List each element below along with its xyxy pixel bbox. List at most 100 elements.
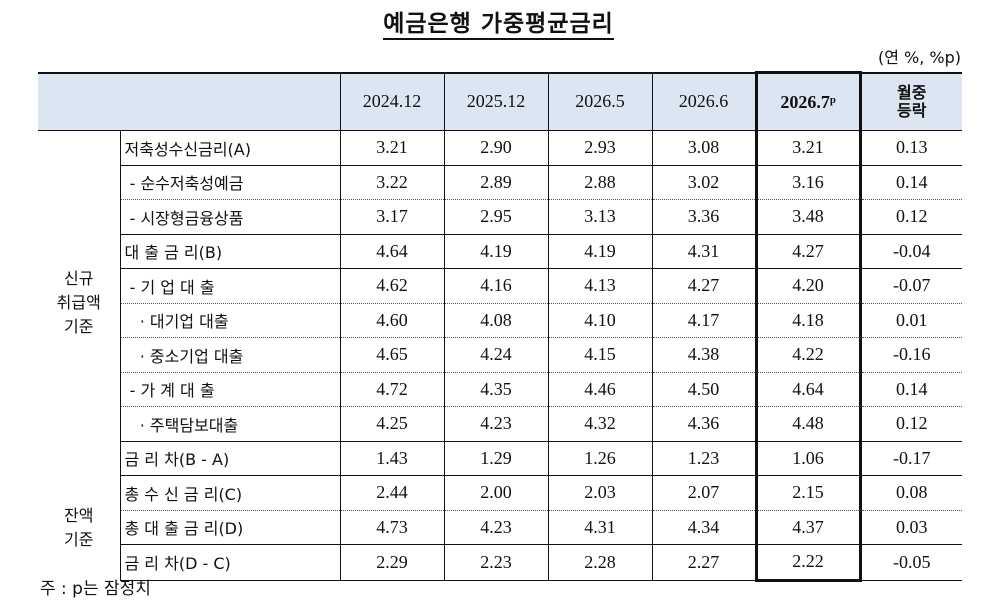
cell: 4.50 — [651, 372, 756, 407]
cell-current: 2.15 — [754, 475, 862, 511]
cell-change: 0.08 — [859, 475, 962, 511]
row-label: · 대기업 대출 — [120, 303, 340, 338]
cell: 1.29 — [443, 441, 548, 476]
row-label: 금 리 차(D - C) — [120, 544, 340, 581]
cell: 2.23 — [443, 544, 548, 581]
header-col: 2026.6 — [651, 71, 756, 131]
cell-current: 4.18 — [754, 303, 862, 338]
cell: 2.89 — [443, 165, 548, 200]
cell: 4.38 — [651, 337, 756, 373]
cell-change: -0.16 — [859, 337, 962, 373]
cell-current: 4.20 — [754, 268, 862, 304]
cell-change: 0.14 — [859, 165, 962, 200]
header-col-change: 월중 등락 — [859, 71, 962, 131]
cell-change: -0.07 — [859, 268, 962, 304]
header-change-line1: 월중 — [897, 82, 927, 102]
group-new-line3: 기준 — [64, 317, 94, 337]
group-balance-line1: 잔액 — [64, 505, 94, 525]
row-label: · 주택담보대출 — [120, 406, 340, 442]
row-label: - 가 계 대 출 — [120, 372, 340, 407]
table-row: - 가 계 대 출 4.72 4.35 4.46 4.50 4.64 0.14 — [38, 372, 962, 407]
cell-current: 3.21 — [754, 130, 862, 166]
cell: 4.23 — [443, 510, 548, 545]
cell: 3.22 — [339, 165, 444, 200]
table-row: · 중소기업 대출 4.65 4.24 4.15 4.38 4.22 -0.16 — [38, 337, 962, 373]
header-change-line2: 등락 — [897, 100, 927, 120]
cell: 4.62 — [339, 268, 444, 304]
group-new-line2: 취급액 — [56, 293, 101, 313]
cell-current: 4.22 — [754, 337, 862, 373]
table-row: - 순수저축성예금 3.22 2.89 2.88 3.02 3.16 0.14 — [38, 165, 962, 200]
cell: 2.29 — [339, 544, 444, 581]
cell: 4.17 — [651, 303, 756, 338]
cell: 4.31 — [547, 510, 652, 545]
cell: 4.46 — [547, 372, 652, 407]
cell: 4.60 — [339, 303, 444, 338]
cell: 2.27 — [651, 544, 756, 581]
cell: 4.19 — [547, 234, 652, 269]
cell: 2.44 — [339, 475, 444, 511]
footnote: 주 : p는 잠정치 — [40, 579, 151, 599]
header-col-current: 2026.7ᵖ — [754, 71, 862, 131]
table-row: - 기 업 대 출 4.62 4.16 4.13 4.27 4.20 -0.07 — [38, 268, 962, 304]
row-label: 총 수 신 금 리(C) — [120, 475, 340, 511]
cell: 3.17 — [339, 199, 444, 235]
row-label: 금 리 차(B - A) — [120, 441, 340, 476]
cell: 2.07 — [651, 475, 756, 511]
row-label: - 기 업 대 출 — [120, 268, 340, 304]
cell: 4.32 — [547, 406, 652, 442]
cell: 4.73 — [339, 510, 444, 545]
group-label-new: 신규 취급액 기준 — [38, 130, 121, 476]
document-title-text: 예금은행 가중평균금리 — [383, 11, 614, 40]
table-row: 신규 취급액 기준 저축성수신금리(A) 3.21 2.90 2.93 3.08… — [38, 130, 962, 476]
cell: 4.24 — [443, 337, 548, 373]
cell: 3.02 — [651, 165, 756, 200]
table-row: · 주택담보대출 4.25 4.23 4.32 4.36 4.48 0.12 — [38, 406, 962, 442]
cell: 4.15 — [547, 337, 652, 373]
cell: 1.23 — [651, 441, 756, 476]
row-label: 저축성수신금리(A) — [120, 130, 340, 166]
cell: 4.10 — [547, 303, 652, 338]
cell-current: 4.37 — [754, 510, 862, 545]
cell: 4.34 — [651, 510, 756, 545]
table-row: 금 리 차(B - A) 1.43 1.29 1.26 1.23 1.06 -0… — [38, 441, 962, 476]
cell: 2.88 — [547, 165, 652, 200]
unit-label: (연 %, %p) — [877, 48, 961, 67]
cell: 3.36 — [651, 199, 756, 235]
cell-change: 0.14 — [859, 372, 962, 407]
cell-current: 3.48 — [754, 199, 862, 235]
cell: 2.90 — [443, 130, 548, 166]
cell-current: 4.27 — [754, 234, 862, 269]
cell: 4.65 — [339, 337, 444, 373]
cell: 2.93 — [547, 130, 652, 166]
cell: 3.21 — [339, 130, 444, 166]
cell: 4.16 — [443, 268, 548, 304]
cell-change: -0.04 — [859, 234, 962, 269]
cell-current: 2.22 — [754, 544, 862, 582]
row-label: 총 대 출 금 리(D) — [120, 510, 340, 545]
header-col: 2025.12 — [443, 71, 548, 131]
row-label: 대 출 금 리(B) — [120, 234, 340, 269]
table-row: · 대기업 대출 4.60 4.08 4.10 4.17 4.18 0.01 — [38, 303, 962, 338]
cell: 4.13 — [547, 268, 652, 304]
cell: 3.08 — [651, 130, 756, 166]
document-title: 예금은행 가중평균금리 — [0, 4, 997, 40]
cell-change: 0.03 — [859, 510, 962, 545]
interest-rate-table: 2024.12 2025.12 2026.5 2026.6 2026.7ᵖ 월중… — [38, 71, 962, 582]
table-row: 금 리 차(D - C) 2.29 2.23 2.28 2.27 2.22 -0… — [38, 544, 962, 582]
cell: 4.25 — [339, 406, 444, 442]
cell-current: 4.64 — [754, 372, 862, 407]
header-blank — [38, 71, 340, 131]
table-row: 잔액 기준 총 수 신 금 리(C) 2.44 2.00 2.03 2.07 2… — [38, 475, 962, 580]
row-label: - 시장형금융상품 — [120, 199, 340, 235]
cell: 4.64 — [339, 234, 444, 269]
cell: 3.13 — [547, 199, 652, 235]
cell: 2.28 — [547, 544, 652, 581]
cell-change: -0.05 — [859, 544, 962, 581]
row-label: - 순수저축성예금 — [120, 165, 340, 200]
header-row: 2024.12 2025.12 2026.5 2026.6 2026.7ᵖ 월중… — [38, 71, 962, 131]
cell-change: 0.12 — [859, 406, 962, 442]
header-col: 2024.12 — [339, 71, 444, 131]
header-col: 2026.5 — [547, 71, 652, 131]
cell-change: 0.13 — [859, 130, 962, 166]
